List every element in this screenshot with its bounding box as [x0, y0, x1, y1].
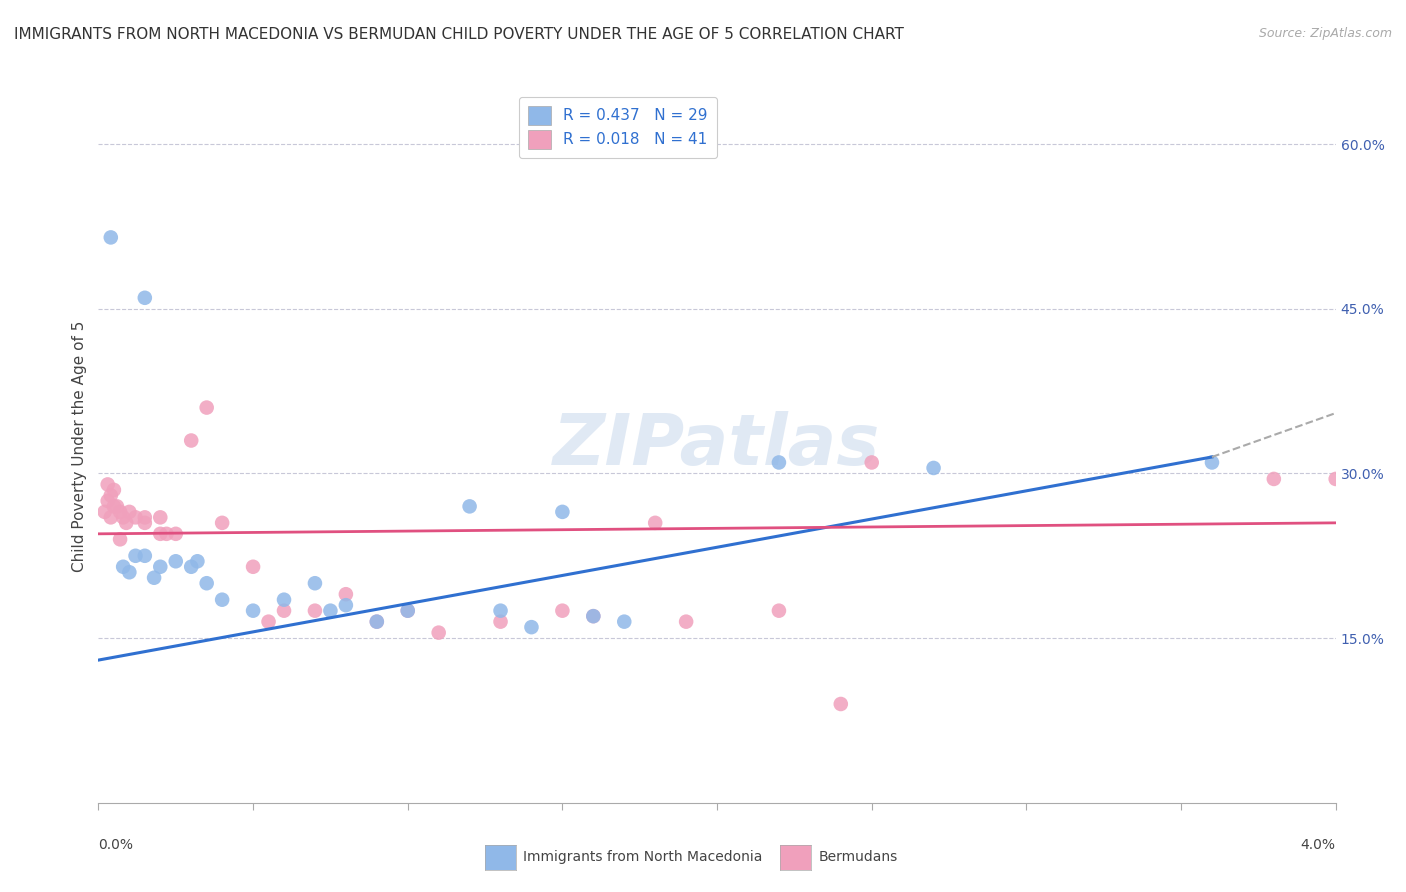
Point — [304, 604, 326, 618]
Text: IMMIGRANTS FROM NORTH MACEDONIA VS BERMUDAN CHILD POVERTY UNDER THE AGE OF 5 COR: IMMIGRANTS FROM NORTH MACEDONIA VS BERMU… — [14, 27, 904, 42]
Point — [1324, 472, 1347, 486]
Point — [768, 455, 790, 469]
Point — [366, 615, 388, 629]
Point — [143, 571, 166, 585]
Point — [768, 604, 790, 618]
Point — [118, 566, 141, 580]
Point — [100, 230, 122, 244]
Point — [644, 516, 666, 530]
Point — [103, 483, 125, 497]
Point — [396, 604, 419, 618]
Point — [105, 500, 128, 514]
Point — [134, 510, 156, 524]
Point — [149, 510, 172, 524]
Point — [134, 549, 156, 563]
Point — [675, 615, 697, 629]
Point — [165, 554, 187, 568]
Point — [1201, 455, 1223, 469]
Point — [211, 592, 233, 607]
Point — [195, 576, 218, 591]
Point — [211, 516, 233, 530]
Point — [124, 549, 146, 563]
Point — [396, 604, 419, 618]
Point — [860, 455, 883, 469]
Point — [366, 615, 388, 629]
Point — [335, 587, 357, 601]
Text: 4.0%: 4.0% — [1301, 838, 1336, 853]
Point — [97, 477, 120, 491]
Point — [613, 615, 636, 629]
Point — [97, 494, 120, 508]
Point — [427, 625, 450, 640]
Point — [100, 510, 122, 524]
Point — [118, 505, 141, 519]
Point — [112, 559, 135, 574]
Point — [242, 604, 264, 618]
Y-axis label: Child Poverty Under the Age of 5: Child Poverty Under the Age of 5 — [72, 320, 87, 572]
Point — [319, 604, 342, 618]
Point — [155, 526, 177, 541]
Point — [108, 505, 131, 519]
Point — [115, 516, 138, 530]
Point — [180, 434, 202, 448]
Text: ZIPatlas: ZIPatlas — [554, 411, 880, 481]
Point — [489, 604, 512, 618]
Point — [134, 516, 156, 530]
Point — [134, 291, 156, 305]
Text: Immigrants from North Macedonia: Immigrants from North Macedonia — [523, 850, 762, 864]
Point — [489, 615, 512, 629]
Point — [195, 401, 218, 415]
Point — [149, 526, 172, 541]
Point — [458, 500, 481, 514]
Point — [124, 510, 146, 524]
Point — [335, 598, 357, 612]
Point — [551, 604, 574, 618]
Point — [93, 505, 115, 519]
Point — [551, 505, 574, 519]
Point — [103, 500, 125, 514]
Point — [830, 697, 852, 711]
Legend: R = 0.437   N = 29, R = 0.018   N = 41: R = 0.437 N = 29, R = 0.018 N = 41 — [519, 97, 717, 158]
Point — [186, 554, 208, 568]
Point — [242, 559, 264, 574]
Point — [520, 620, 543, 634]
Point — [582, 609, 605, 624]
Point — [112, 510, 135, 524]
Text: 0.0%: 0.0% — [98, 838, 134, 853]
Point — [108, 533, 131, 547]
Point — [1263, 472, 1285, 486]
Point — [149, 559, 172, 574]
Point — [304, 576, 326, 591]
Point — [922, 461, 945, 475]
Point — [165, 526, 187, 541]
Point — [582, 609, 605, 624]
Text: Bermudans: Bermudans — [818, 850, 897, 864]
Point — [180, 559, 202, 574]
Point — [100, 488, 122, 502]
Point — [273, 592, 295, 607]
Point — [257, 615, 280, 629]
Text: Source: ZipAtlas.com: Source: ZipAtlas.com — [1258, 27, 1392, 40]
Point — [273, 604, 295, 618]
